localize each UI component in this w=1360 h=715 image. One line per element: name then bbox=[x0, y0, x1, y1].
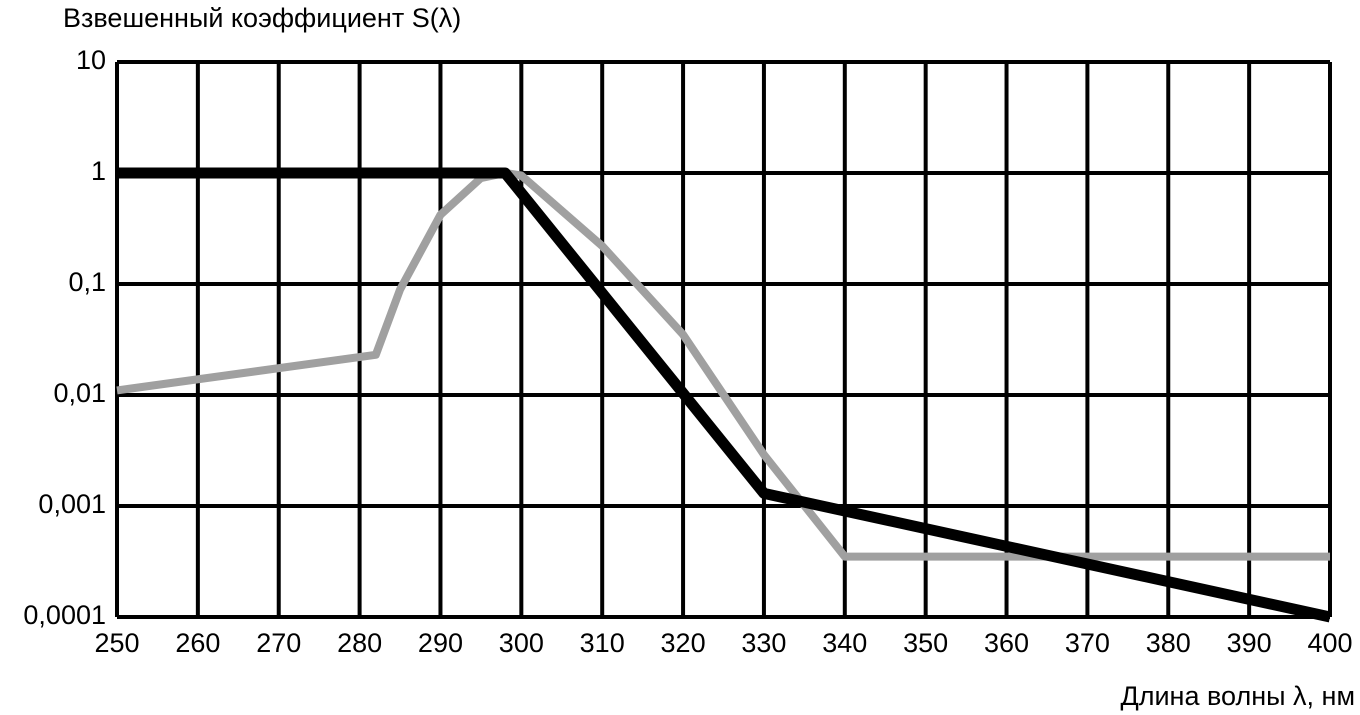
x-tick-label: 330 bbox=[741, 628, 786, 658]
x-tick-label: 340 bbox=[822, 628, 867, 658]
x-tick-label: 260 bbox=[175, 628, 220, 658]
x-tick-label: 320 bbox=[661, 628, 706, 658]
x-tick-label: 300 bbox=[499, 628, 544, 658]
y-tick-label: 0,01 bbox=[53, 378, 106, 408]
data-line bbox=[116, 169, 1330, 561]
x-tick-label: 360 bbox=[984, 628, 1029, 658]
x-tick-label: 390 bbox=[1227, 628, 1272, 658]
y-tick-label: 0,0001 bbox=[23, 600, 106, 630]
y-tick-label: 0,001 bbox=[38, 489, 106, 519]
x-tick-label: 270 bbox=[256, 628, 301, 658]
x-tick-label: 310 bbox=[580, 628, 625, 658]
x-tick-label: 400 bbox=[1307, 628, 1352, 658]
x-axis-label: Длина волны λ, нм bbox=[1120, 681, 1355, 711]
y-tick-label: 1 bbox=[91, 156, 106, 186]
chart-title: Взвешенный коэффициент S(λ) bbox=[63, 3, 461, 33]
x-tick-label: 350 bbox=[903, 628, 948, 658]
x-tick-label: 380 bbox=[1146, 628, 1191, 658]
x-tick-label: 290 bbox=[418, 628, 463, 658]
y-tick-label: 0,1 bbox=[68, 267, 106, 297]
x-tick-label: 280 bbox=[337, 628, 382, 658]
data-line bbox=[117, 167, 1332, 623]
x-tick-label: 250 bbox=[94, 628, 139, 658]
y-tick-label: 10 bbox=[76, 45, 106, 75]
x-tick-label: 370 bbox=[1065, 628, 1110, 658]
